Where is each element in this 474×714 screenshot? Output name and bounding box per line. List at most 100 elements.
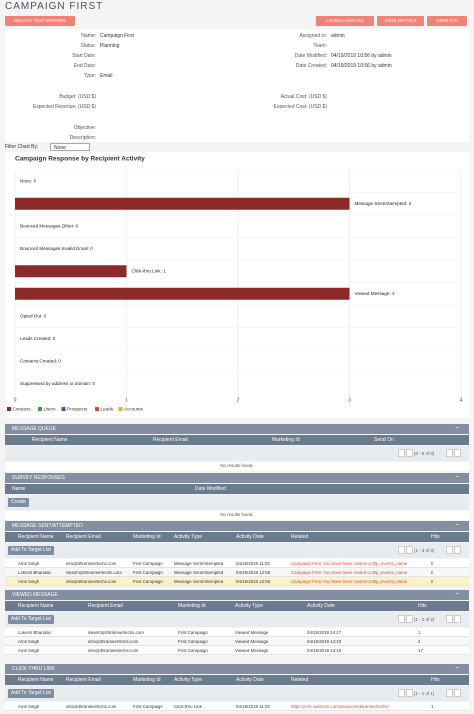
column-header[interactable]: Send On [374,436,394,443]
page-button[interactable] [406,615,413,623]
column-header[interactable]: Recipient Email [153,436,188,443]
table-cell: 2 [418,639,421,644]
page-button[interactable] [446,449,453,457]
bar-label: Contacts Created: 0 [20,358,61,363]
chart: Campaign Response by Recipient Activity 0… [5,152,469,418]
column-header[interactable]: Hits [418,602,427,609]
column-header[interactable]: Marketing Id [272,436,300,443]
page-button[interactable] [398,449,405,457]
related-link[interactable]: Campaign First: You have been invited to… [291,579,408,584]
table-cell: Amit Singh [18,561,40,566]
table-cell: Amit Singh [18,579,40,584]
toolbar-button[interactable]: Add To Target List [8,689,54,698]
section-header [5,590,469,600]
collapse-icon[interactable]: − [455,522,460,529]
related-link[interactable]: https://crm.suitecrm.com/sessions/dhrame… [291,704,389,709]
column-header[interactable]: Activity Type [174,676,202,683]
detail-panel [5,29,469,142]
legend-label: Contacts [13,406,32,411]
column-header[interactable]: Related [291,676,309,683]
column-header[interactable]: Hits [431,533,440,540]
section-title: SURVEY RESPONSES [12,474,65,481]
action-button[interactable]: DELETE TEST ENTRIES [5,16,75,26]
action-button[interactable]: LAUNCH WIZARD [316,16,374,26]
column-header[interactable]: Recipient Name [32,436,68,443]
toolbar-button[interactable]: Add To Target List [8,615,54,624]
page-button[interactable] [454,546,461,554]
table-cell: Amit Singh [18,639,40,644]
table-cell: info@dhrameertechs.com [88,648,139,653]
column-header[interactable]: Recipient Name [18,602,54,609]
page-button[interactable] [454,689,461,697]
column-header[interactable]: Recipient Email [66,676,101,683]
table-cell: Lokesh Bhandari [18,630,51,635]
column-header[interactable]: Marketing Id [133,533,161,540]
column-header[interactable]: Activity Date [236,676,264,683]
table-cell: lokesh@dhrameertechs.com [88,630,144,635]
table-cell: info@dhrameertechs.com [88,639,139,644]
collapse-icon[interactable]: − [455,474,460,481]
column-header[interactable]: Activity Date [236,533,264,540]
table-cell: Amit Singh [18,704,40,709]
page-button[interactable] [398,546,405,554]
toolbar-button[interactable]: Add To Target List [8,546,54,555]
column-header-row [5,435,469,445]
legend-label: Users [44,406,57,411]
table-cell: 04/19/2019 14:17 [307,630,342,635]
bar-label: Viewed Message: 3 [355,291,395,296]
section-header [5,521,469,531]
table-cell: Click-thru Link [174,704,202,709]
column-header[interactable]: Related [291,533,309,540]
page-button[interactable] [398,615,405,623]
action-button[interactable]: VIEW DETAILS [377,16,424,26]
column-header-row [5,532,469,542]
page-button[interactable] [406,689,413,697]
field-label: End Date: [73,63,96,69]
page-button[interactable] [406,449,413,457]
page-button[interactable] [446,615,453,623]
table-cell: Lokesh Bhandari [18,570,51,575]
toolbar-button[interactable]: Create [8,498,30,507]
page-button[interactable] [454,615,461,623]
column-header[interactable]: Marketing Id [178,602,206,609]
collapse-icon[interactable]: − [455,591,460,598]
table-row [5,646,469,655]
column-header[interactable]: Date Modified [195,485,226,492]
field-label: Description: [69,135,96,141]
legend-label: Prospects [67,406,88,411]
table-cell: info@dhrameertechs.com [66,561,117,566]
action-button[interactable]: VIEW ROI [427,16,467,26]
field-value: Planning [100,43,120,49]
column-header[interactable]: Marketing Id [133,676,161,683]
pagination: (1 - 3 of 3) [414,547,435,553]
column-header[interactable]: Activity Date [307,602,335,609]
column-header[interactable]: Name [12,485,26,492]
bar [15,265,127,278]
filter-label: Filter Chart By: [5,144,39,150]
related-link[interactable]: Campaign First: You have been invited to… [291,561,408,566]
column-header[interactable]: Activity Type [174,533,202,540]
legend-swatch [38,407,42,411]
page-button[interactable] [398,689,405,697]
column-header[interactable]: Activity Type [235,602,263,609]
column-header[interactable]: Recipient Email [88,602,123,609]
column-header[interactable]: Recipient Name [18,533,54,540]
field-label: Status: [80,43,96,49]
page-button[interactable] [446,689,453,697]
pagination: (1 - 2 of 2) [414,616,435,622]
legend-swatch [95,407,99,411]
column-header[interactable]: Recipient Email [66,533,101,540]
related-link[interactable]: Campaign First: You have been invited to… [291,570,408,575]
page-button[interactable] [446,546,453,554]
column-header[interactable]: Hits [431,676,440,683]
section-header [5,424,469,434]
column-header[interactable]: Recipient Name [18,676,54,683]
chart-title: Campaign Response by Recipient Activity [15,156,145,163]
page-button[interactable] [454,449,461,457]
collapse-icon[interactable]: − [455,665,460,672]
collapse-icon[interactable]: − [455,425,460,432]
page-button[interactable] [406,546,413,554]
filter-select[interactable]: None [50,143,90,151]
field-label: Budget: (USD $) [59,94,96,100]
